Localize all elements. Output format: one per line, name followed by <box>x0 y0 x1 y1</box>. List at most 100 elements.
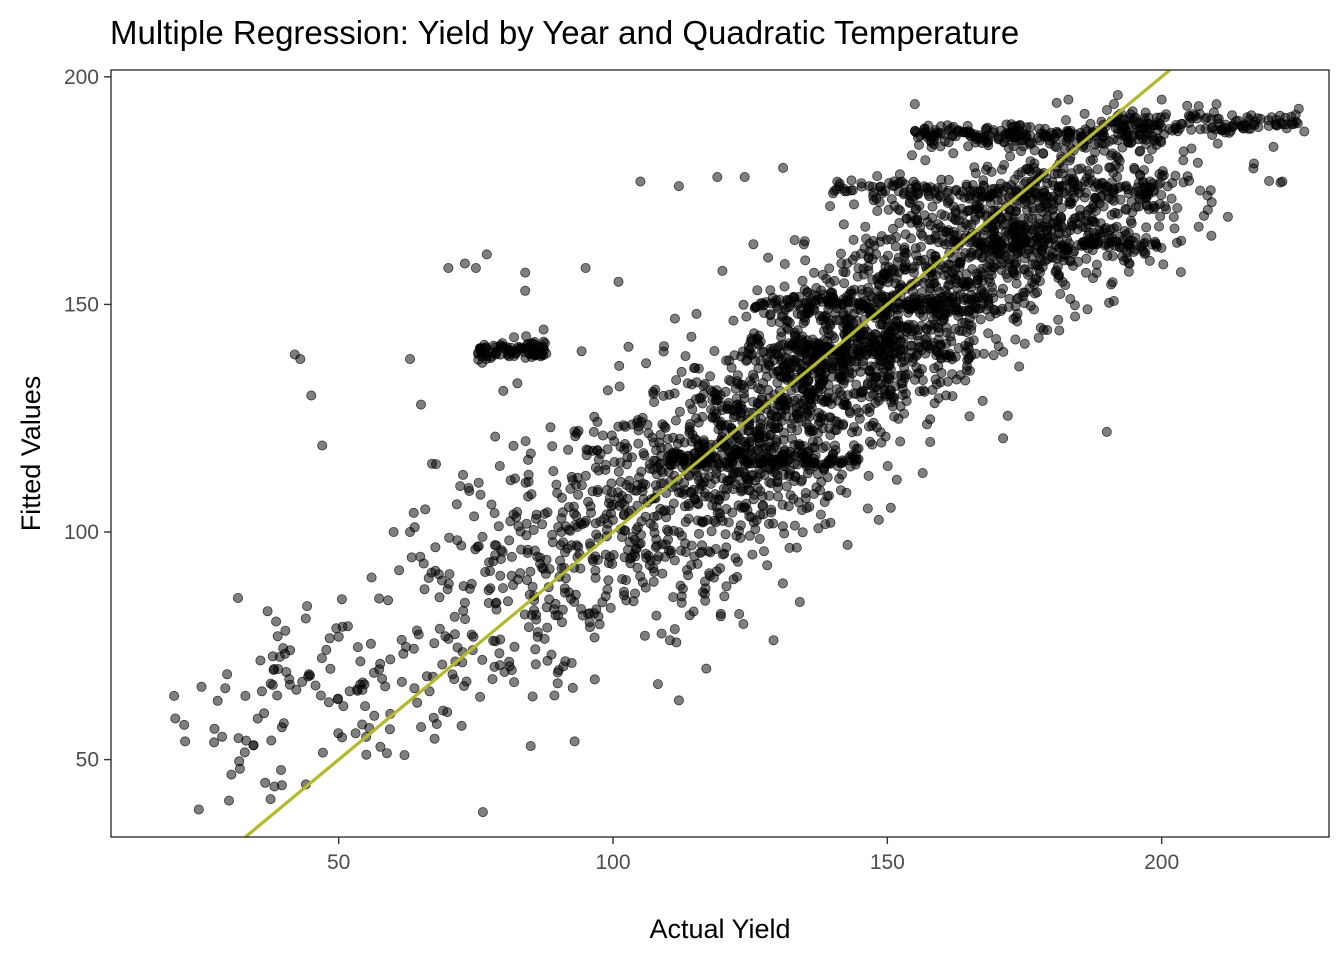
scatter-point <box>535 351 546 362</box>
scatter-point <box>960 340 971 351</box>
scatter-point <box>710 452 721 463</box>
scatter-point <box>834 387 845 398</box>
scatter-point <box>430 542 441 553</box>
scatter-point <box>497 583 508 594</box>
scatter-point <box>580 262 591 273</box>
scatter-point <box>898 262 909 273</box>
scatter-point <box>1126 218 1137 229</box>
scatter-point <box>658 346 669 357</box>
scatter-point <box>827 361 838 372</box>
scatter-point <box>739 171 750 182</box>
scatter-point <box>394 565 405 576</box>
scatter-point <box>505 345 516 356</box>
scatter-point <box>490 598 501 609</box>
scatter-point <box>1109 99 1120 110</box>
scatter-point <box>509 641 520 652</box>
scatter-point <box>800 255 811 266</box>
scatter-point <box>1082 304 1093 315</box>
scatter-point <box>509 677 520 688</box>
scatter-point <box>1176 235 1187 246</box>
scatter-point <box>778 162 789 173</box>
scatter-point <box>483 585 494 596</box>
scatter-point <box>557 492 568 503</box>
scatter-point <box>846 175 857 186</box>
scatter-point <box>777 460 788 471</box>
scatter-point <box>800 493 811 504</box>
scatter-point <box>259 708 270 719</box>
scatter-point <box>404 353 415 364</box>
scatter-point <box>506 551 517 562</box>
scatter-point <box>1201 112 1212 123</box>
scatter-point <box>1117 142 1128 153</box>
scatter-point <box>969 162 980 173</box>
scatter-point <box>636 529 647 540</box>
scatter-point <box>1155 211 1166 222</box>
scatter-point <box>508 332 519 343</box>
scatter-point <box>824 295 835 306</box>
scatter-point <box>333 631 344 642</box>
scatter-point <box>918 277 929 288</box>
scatter-point <box>525 741 536 752</box>
scatter-point <box>759 299 770 310</box>
scatter-point <box>525 566 536 577</box>
scatter-point <box>342 621 353 632</box>
scatter-point <box>1252 113 1263 124</box>
scatter-point <box>256 686 267 697</box>
scatter-point <box>883 271 894 282</box>
scatter-point <box>325 663 336 674</box>
scatter-point <box>936 292 947 303</box>
scatter-point <box>942 197 953 208</box>
scatter-point <box>385 654 396 665</box>
scatter-point <box>657 568 668 579</box>
scatter-point <box>1033 332 1044 343</box>
scatter-point <box>1030 274 1041 285</box>
scatter-point <box>458 605 469 616</box>
scatter-point <box>1087 213 1098 224</box>
scatter-point <box>429 638 440 649</box>
scatter-point <box>700 595 711 606</box>
scatter-point <box>1237 120 1248 131</box>
scatter-point <box>520 436 531 447</box>
y-axis-title: Fitted Values <box>16 376 46 532</box>
scatter-point <box>898 344 909 355</box>
scatter-point <box>885 355 896 366</box>
scatter-point <box>1022 163 1033 174</box>
scatter-point <box>750 301 761 312</box>
scatter-point <box>983 295 994 306</box>
scatter-point <box>777 521 788 532</box>
scatter-point <box>909 299 920 310</box>
scatter-point <box>1291 116 1302 127</box>
y-tick-label: 50 <box>76 749 99 772</box>
scatter-point <box>1017 135 1028 146</box>
scatter-point <box>752 285 763 296</box>
scatter-point <box>613 466 624 477</box>
scatter-point <box>676 591 687 602</box>
scatter-point <box>431 719 442 730</box>
scatter-point <box>456 720 467 731</box>
scatter-point <box>558 661 569 672</box>
scatter-point <box>691 308 702 319</box>
scatter-point <box>1184 175 1195 186</box>
scatter-point <box>580 515 591 526</box>
scatter-point <box>477 654 488 665</box>
scatter-point <box>834 419 845 430</box>
scatter-point <box>550 610 561 621</box>
scatter-point <box>911 204 922 215</box>
scatter-point <box>419 584 430 595</box>
scatter-point <box>947 391 958 402</box>
x-tick-label: 50 <box>327 851 350 874</box>
scatter-point <box>824 490 835 501</box>
scatter-point <box>623 341 634 352</box>
scatter-point <box>1156 94 1167 105</box>
scatter-point <box>875 360 886 371</box>
scatter-point <box>890 278 901 289</box>
scatter-point <box>222 669 233 680</box>
scatter-point <box>179 719 190 730</box>
scatter-point <box>479 339 490 350</box>
scatter-point <box>869 240 880 251</box>
scatter-point <box>709 515 720 526</box>
scatter-point <box>593 611 604 622</box>
scatter-point <box>1065 293 1076 304</box>
scatter-point <box>621 459 632 470</box>
scatter-point <box>1034 135 1045 146</box>
